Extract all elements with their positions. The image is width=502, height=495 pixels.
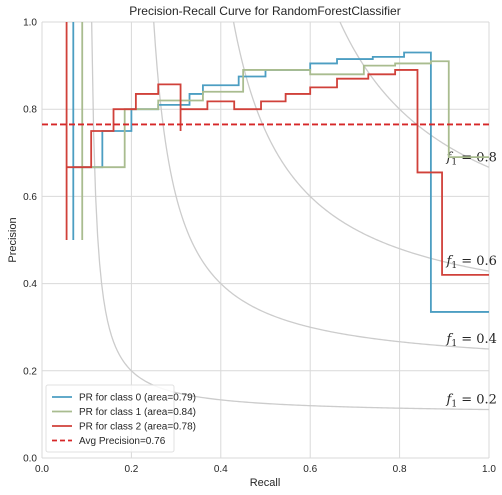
iso-f1-label: f1 = 0.6	[446, 254, 497, 271]
iso-f1-curve	[339, 22, 489, 168]
y-tick-label: 0.8	[23, 105, 37, 116]
legend-label: PR for class 2 (area=0.78)	[79, 422, 196, 433]
y-tick-label: 0.4	[23, 279, 37, 290]
iso-f1-label-value: = 0.6	[457, 254, 497, 269]
y-tick-label: 0.0	[23, 454, 37, 465]
y-tick-label: 0.6	[23, 192, 37, 203]
iso-f1-label-sub: 1	[451, 157, 457, 167]
iso-f1-label-f: f	[446, 254, 454, 269]
iso-f1-curve	[153, 22, 489, 350]
x-tick-label: 0.2	[124, 464, 138, 475]
iso-f1-label-f: f	[446, 332, 454, 347]
x-tick-label: 0.0	[35, 464, 49, 475]
iso-f1-label-f: f	[446, 393, 454, 408]
legend-label: Avg Precision=0.76	[79, 436, 166, 447]
x-tick-label: 0.8	[393, 464, 407, 475]
iso-f1-label: f1 = 0.4	[446, 332, 497, 349]
iso-f1-label-sub: 1	[451, 400, 457, 410]
iso-f1-label-value: = 0.4	[457, 332, 497, 347]
legend-box	[45, 384, 175, 453]
pr-curve-class-1	[81, 22, 489, 240]
y-tick-label: 0.2	[23, 366, 37, 377]
iso-f1-label-sub: 1	[451, 261, 457, 271]
plot-area: 0.0 0.2 0.4 0.6 0.8 1.00.00.20.40.60.81.0f1 =…	[23, 18, 497, 476]
pr-curve-class-0	[72, 22, 489, 313]
iso-f1-label: f1 = 0.2	[446, 393, 497, 410]
x-axis-label: Recall	[250, 477, 281, 489]
iso-f1-label-value: = 0.2	[457, 393, 497, 408]
x-tick-label: 0.4	[214, 464, 228, 475]
iso-f1-label-sub: 1	[451, 339, 457, 349]
pr-curve-class-2	[65, 22, 489, 276]
x-tick-label: 1.0	[482, 464, 496, 475]
iso-f1-curve	[232, 22, 489, 272]
y-tick-label: 1.0	[23, 18, 37, 29]
y-axis-label: Precision	[7, 217, 19, 262]
chart-title: Precision-Recall Curve for RandomForestC…	[129, 4, 400, 18]
legend-label: PR for class 1 (area=0.84)	[79, 407, 196, 418]
x-tick-label: 0.6	[303, 464, 317, 475]
legend-label: PR for class 0 (area=0.79)	[79, 393, 196, 404]
